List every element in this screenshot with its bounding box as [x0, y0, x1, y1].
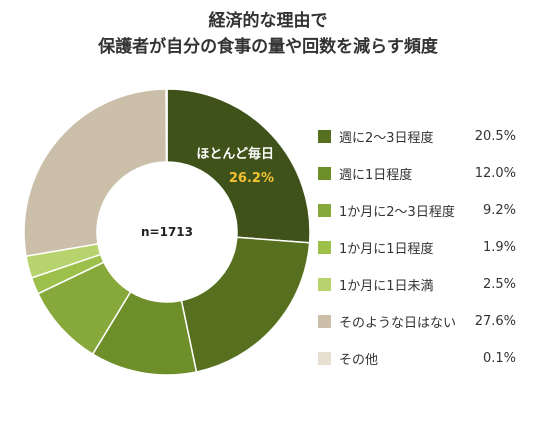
legend-value: 12.0%	[474, 166, 516, 181]
legend-value: 2.5%	[482, 277, 516, 292]
highlight-slice-value: 26.2%	[229, 171, 274, 186]
chart-title: 経済的な理由で 保護者が自分の食事の量や回数を減らす頻度	[0, 8, 536, 60]
legend-value: 9.2%	[482, 203, 516, 218]
legend-swatch	[318, 315, 331, 328]
legend-item: 週に1日程度 12.0%	[318, 155, 530, 192]
legend-label: 週に1日程度	[339, 168, 413, 183]
legend-label: そのような日はない	[339, 316, 457, 331]
legend-label: 週に2〜3日程度	[339, 131, 434, 146]
donut-slice-7	[165, 88, 168, 163]
legend-swatch	[318, 352, 331, 365]
chart-title-line-1: 経済的な理由で	[208, 11, 328, 31]
legend-item: 1か月に1日未満 2.5%	[318, 266, 530, 303]
legend-value: 1.9%	[482, 240, 516, 255]
legend-item: その他 0.1%	[318, 340, 530, 377]
legend-label: その他	[339, 353, 379, 368]
donut-slice-1	[180, 236, 311, 373]
legend-item: 1か月に1日程度 1.9%	[318, 229, 530, 266]
legend-swatch	[318, 167, 331, 180]
legend-value: 20.5%	[474, 129, 516, 144]
sample-size-label: n=1713	[141, 225, 193, 239]
legend-swatch	[318, 278, 331, 291]
legend-label: 1か月に2〜3日程度	[339, 205, 455, 220]
legend-item: 週に2〜3日程度 20.5%	[318, 118, 530, 155]
legend-swatch	[318, 241, 331, 254]
legend-swatch	[318, 204, 331, 217]
legend-value: 0.1%	[482, 351, 516, 366]
highlight-slice-label: ほとんど毎日	[196, 146, 274, 162]
donut-slice-6	[23, 88, 168, 258]
legend-swatch	[318, 130, 331, 143]
legend: 週に2〜3日程度 20.5% 週に1日程度 12.0% 1か月に2〜3日程度 9.2% 1か…	[318, 118, 530, 377]
legend-value: 27.6%	[474, 314, 516, 329]
chart-title-line-2: 保護者が自分の食事の量や回数を減らす頻度	[98, 37, 438, 57]
donut-slice-0	[166, 88, 311, 244]
legend-label: 1か月に1日未満	[339, 279, 434, 294]
legend-item: そのような日はない 27.6%	[318, 303, 530, 340]
legend-item: 1か月に2〜3日程度 9.2%	[318, 192, 530, 229]
legend-label: 1か月に1日程度	[339, 242, 434, 257]
